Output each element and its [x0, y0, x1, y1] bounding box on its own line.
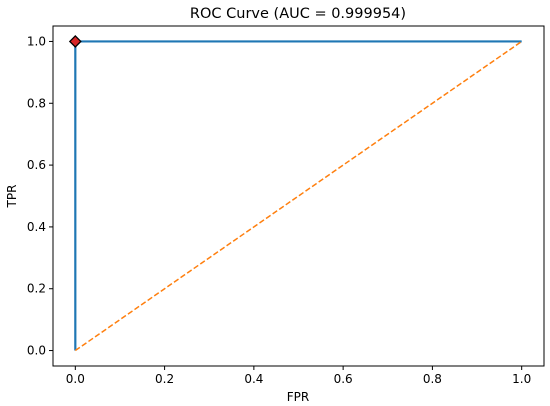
- plot-area: [52, 25, 545, 367]
- x-tick-label: 0.4: [244, 372, 263, 386]
- y-tick-label: 0.2: [27, 282, 46, 296]
- x-tick-label: 0.6: [334, 372, 353, 386]
- x-tick-label: 1.0: [512, 372, 531, 386]
- x-tick-label: 0.8: [423, 372, 442, 386]
- y-tick-label: 0.4: [27, 220, 46, 234]
- y-tick-label: 0.8: [27, 96, 46, 110]
- chart-title: ROC Curve (AUC = 0.999954): [190, 6, 406, 22]
- plot-frame: [52, 25, 545, 367]
- y-tick-label: 1.0: [27, 34, 46, 48]
- y-axis: 0.0 0.2 0.4 0.6 0.8 1.0: [27, 34, 53, 358]
- y-tick-label: 0.0: [27, 344, 46, 358]
- y-axis-label: TPR: [5, 185, 19, 209]
- x-axis-label: FPR: [287, 390, 309, 404]
- x-axis: 0.0 0.2 0.4 0.6 0.8 1.0: [66, 366, 531, 386]
- series-line-2: [74, 40, 523, 352]
- y-tick-label: 0.6: [27, 158, 46, 172]
- x-tick-label: 0.2: [155, 372, 174, 386]
- marker-diamond: [68, 35, 82, 48]
- x-tick-label: 0.0: [66, 372, 85, 386]
